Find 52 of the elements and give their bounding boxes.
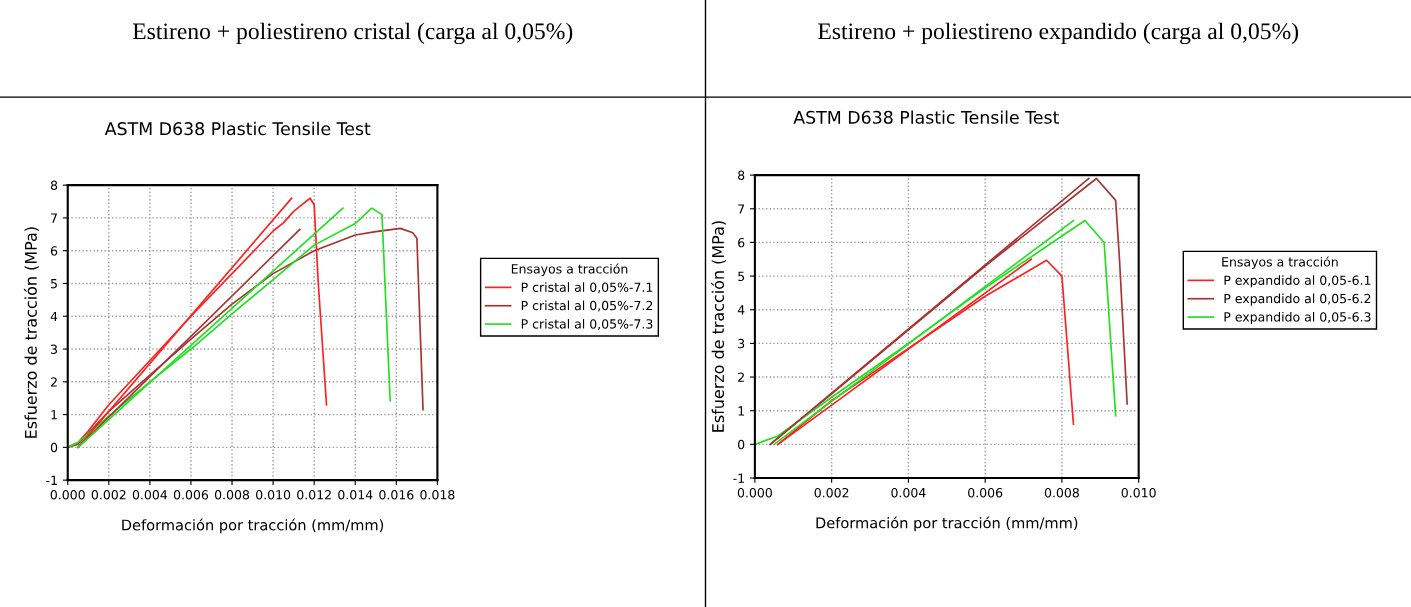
y-tick-label: 3 (51, 344, 57, 354)
legend-label: P expandido al 0,05-6.3 (1224, 311, 1371, 325)
chart-subtitle: ASTM D638 Plastic Tensile Test (793, 110, 1059, 124)
y-tick-label: -1 (733, 473, 745, 483)
y-tick-label: 5 (51, 279, 57, 289)
x-tick-label: 0.010 (1121, 487, 1156, 498)
x-axis-title: Deformación por tracción (mm/mm) (122, 518, 384, 534)
y-tick-label: 4 (50, 311, 58, 321)
y-tick-label: 3 (738, 338, 745, 349)
x-tick-label: 0.014 (338, 490, 373, 500)
y-tick-label: 0 (50, 442, 58, 453)
y-tick-label: 8 (738, 170, 745, 181)
y-tick-label: 6 (50, 246, 58, 256)
y-tick-label: 7 (51, 213, 57, 223)
y-tick-label: 2 (50, 377, 57, 387)
x-tick-label: 0.006 (173, 490, 209, 500)
x-tick-label: 0.018 (420, 490, 455, 500)
x-tick-label: 0.012 (297, 490, 331, 500)
y-tick-label: -1 (46, 475, 57, 485)
x-tick-label: 0.004 (132, 490, 168, 500)
y-axis-title: Esfuerzo de tracción (MPa) (711, 221, 726, 432)
y-tick-label: 0 (738, 439, 745, 450)
x-tick-label: 0.000 (50, 490, 85, 500)
legend-label: P expandido al 0,05-6.2 (1224, 293, 1371, 306)
x-tick-label: 0.008 (1044, 487, 1079, 498)
x-axis-title: Deformación por tracción (mm/mm) (816, 516, 1078, 532)
y-tick-label: 6 (738, 237, 745, 248)
y-tick-label: 1 (738, 406, 745, 416)
y-tick-label: 5 (738, 271, 745, 282)
legend-label: P expandido al 0,05-6.1 (1224, 275, 1371, 288)
x-tick-label: 0.016 (379, 490, 414, 500)
x-tick-label: 0.008 (214, 490, 250, 500)
chart-subtitle: ASTM D638 Plastic Tensile Test (104, 121, 371, 136)
legend-title: Ensayos a tracción (1222, 256, 1338, 269)
x-tick-label: 0.000 (737, 487, 772, 498)
x-tick-label: 0.002 (91, 490, 126, 500)
legend-title: Ensayos a tracción (511, 263, 628, 277)
legend-label: P cristal al 0,05%-7.3 (521, 318, 653, 330)
y-tick-label: 1 (51, 410, 57, 420)
chart-title: Estireno + poliestireno expandido (carga al 0,05%) (818, 22, 1299, 45)
legend-label: P cristal al 0,05%-7.2 (521, 300, 653, 312)
chart-title: Estireno + poliestireno cristal (carga al 0,05%) (132, 22, 573, 45)
legend-label: P cristal al 0,05%-7.1 (521, 282, 653, 294)
y-axis-title: Esfuerzo de tracción (MPa) (23, 227, 39, 438)
x-tick-label: 0.010 (256, 490, 291, 500)
x-tick-label: 0.004 (891, 487, 926, 498)
y-tick-label: 2 (738, 372, 744, 382)
y-tick-label: 7 (738, 204, 745, 214)
x-tick-label: 0.002 (814, 487, 849, 498)
x-tick-label: 0.006 (968, 487, 1003, 498)
y-tick-label: 8 (50, 180, 58, 191)
y-tick-label: 4 (737, 305, 745, 315)
